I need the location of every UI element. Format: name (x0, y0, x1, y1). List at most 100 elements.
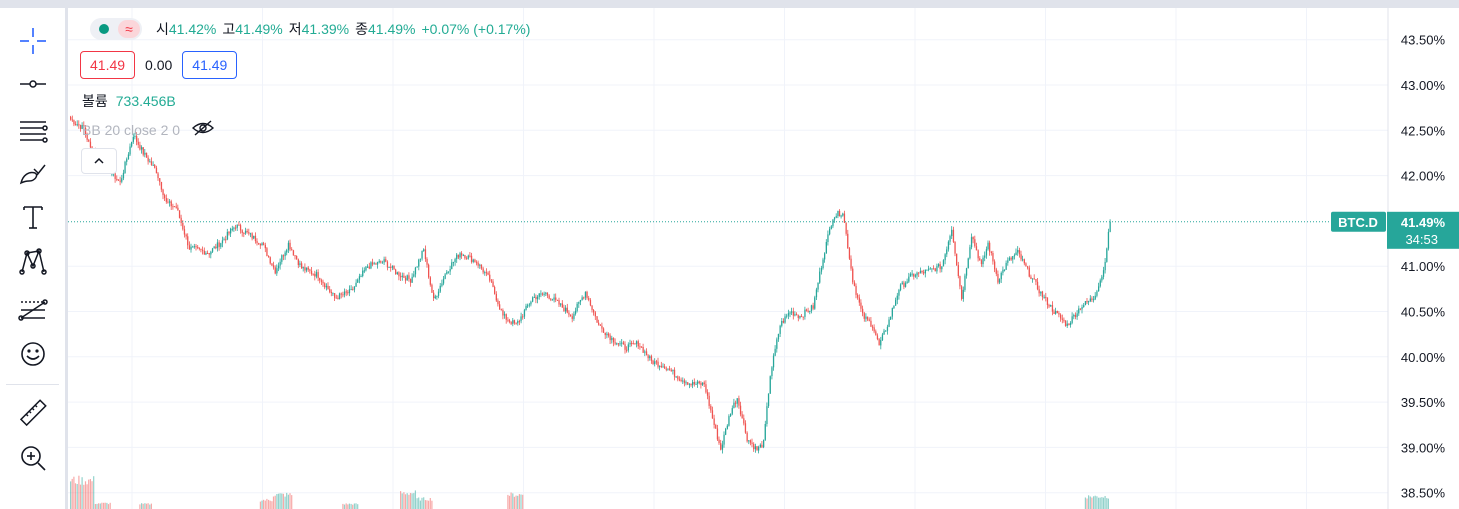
buy-button[interactable]: 41.49 (182, 51, 238, 79)
candle-body (1033, 278, 1035, 280)
candle-body (502, 310, 504, 316)
volume-bar (421, 497, 423, 509)
volume-bar (145, 503, 148, 509)
candle-body (842, 213, 844, 216)
candle-body (266, 248, 268, 256)
symbol-status-pill[interactable]: ≈ (90, 18, 142, 40)
volume-bar (1086, 498, 1088, 509)
volume-bar (264, 500, 266, 509)
candle-body (799, 315, 801, 318)
candle-body (371, 262, 374, 265)
ruler-icon[interactable] (14, 394, 52, 432)
candle-body (1028, 267, 1030, 277)
candle-body (167, 201, 169, 203)
candle-body (131, 141, 133, 147)
candle-body (723, 434, 725, 445)
candle-body (934, 268, 936, 272)
candle-body (932, 268, 935, 270)
collapse-legend-button[interactable] (81, 148, 117, 174)
volume-value: 733.456B (115, 93, 176, 109)
candle-body (746, 432, 748, 442)
wave-icon[interactable]: ≈ (118, 20, 140, 38)
candle-body (611, 337, 613, 341)
candle-body (1048, 305, 1050, 307)
sell-button[interactable]: 41.49 (80, 51, 136, 79)
candle-body (350, 289, 352, 291)
candle-body (1002, 269, 1004, 273)
candle-body (144, 152, 146, 155)
open-label: 시 (156, 21, 169, 37)
candle-body (786, 315, 788, 317)
candle-body (522, 316, 524, 318)
candle-body (296, 255, 298, 260)
volume-bar (1088, 495, 1090, 509)
volume-bar (91, 481, 93, 509)
crosshair-icon[interactable] (14, 22, 52, 60)
parallel-channel-icon[interactable] (14, 110, 52, 148)
y-tick-label: 43.50% (1401, 33, 1446, 48)
smiley-icon[interactable] (14, 335, 52, 373)
candle-body (1084, 301, 1087, 306)
candle-body (70, 116, 72, 120)
candle-body (211, 248, 214, 252)
candle-body (177, 207, 179, 211)
candle-body (485, 272, 488, 274)
candle-body (89, 141, 92, 148)
candle-body (1093, 299, 1095, 301)
candle-body (863, 313, 865, 319)
volume-bar (1098, 497, 1100, 509)
candle-body (685, 382, 687, 384)
pattern-icon[interactable] (14, 243, 52, 281)
candle-body (921, 271, 923, 273)
candle-body (367, 266, 369, 268)
hidden-eye-icon[interactable] (192, 120, 215, 139)
candle-body (136, 136, 138, 142)
candle-body (489, 274, 491, 281)
candlestick-chart[interactable]: 43.50% 43.00% 42.50% 42.00% 41.00% 40.50% 40.0… (68, 8, 1459, 509)
zoom-in-icon[interactable] (14, 439, 52, 477)
candle-body (791, 311, 793, 313)
high-label: 고 (222, 21, 236, 37)
candle-body (855, 285, 857, 295)
high-value: 41.49% (235, 21, 283, 37)
candle-body (655, 361, 658, 363)
text-icon[interactable] (14, 198, 52, 236)
candle-body (744, 423, 747, 433)
volume-bar (263, 499, 265, 509)
candle-body (78, 124, 80, 126)
candle-body (1027, 266, 1029, 268)
candle-body (494, 286, 496, 294)
candle-body (1005, 262, 1007, 270)
volume-bar (99, 503, 101, 509)
candle-body (74, 124, 77, 126)
candle-body (520, 316, 522, 322)
candle-body (1106, 248, 1108, 262)
candle-body (850, 258, 852, 269)
candle-body (598, 322, 600, 325)
volume-bar (404, 494, 407, 509)
candle-body (848, 248, 851, 259)
candle-body (79, 125, 82, 129)
candle-body (195, 246, 197, 248)
volume-bar (411, 493, 413, 509)
candle-body (682, 380, 684, 382)
horizontal-line-icon[interactable] (14, 65, 52, 103)
candle-body (730, 413, 732, 417)
symbol-tag (1331, 211, 1386, 232)
candle-body (429, 277, 431, 285)
chart-panel[interactable]: 43.50% 43.00% 42.50% 42.00% 41.00% 40.50% 40.0… (68, 8, 1459, 509)
candle-body (223, 239, 225, 241)
candle-body (314, 274, 316, 277)
candle-body (1088, 301, 1090, 303)
candle-body (573, 313, 575, 319)
candle-body (650, 356, 653, 361)
candle-body (215, 246, 217, 249)
candle-body (761, 444, 763, 448)
candle-body (830, 226, 832, 229)
candle-body (287, 242, 290, 251)
candle-body (710, 405, 712, 411)
brush-icon[interactable] (14, 154, 52, 192)
fib-retracement-icon[interactable] (14, 291, 52, 329)
candle-body (947, 241, 950, 250)
volume-bar (426, 500, 428, 509)
